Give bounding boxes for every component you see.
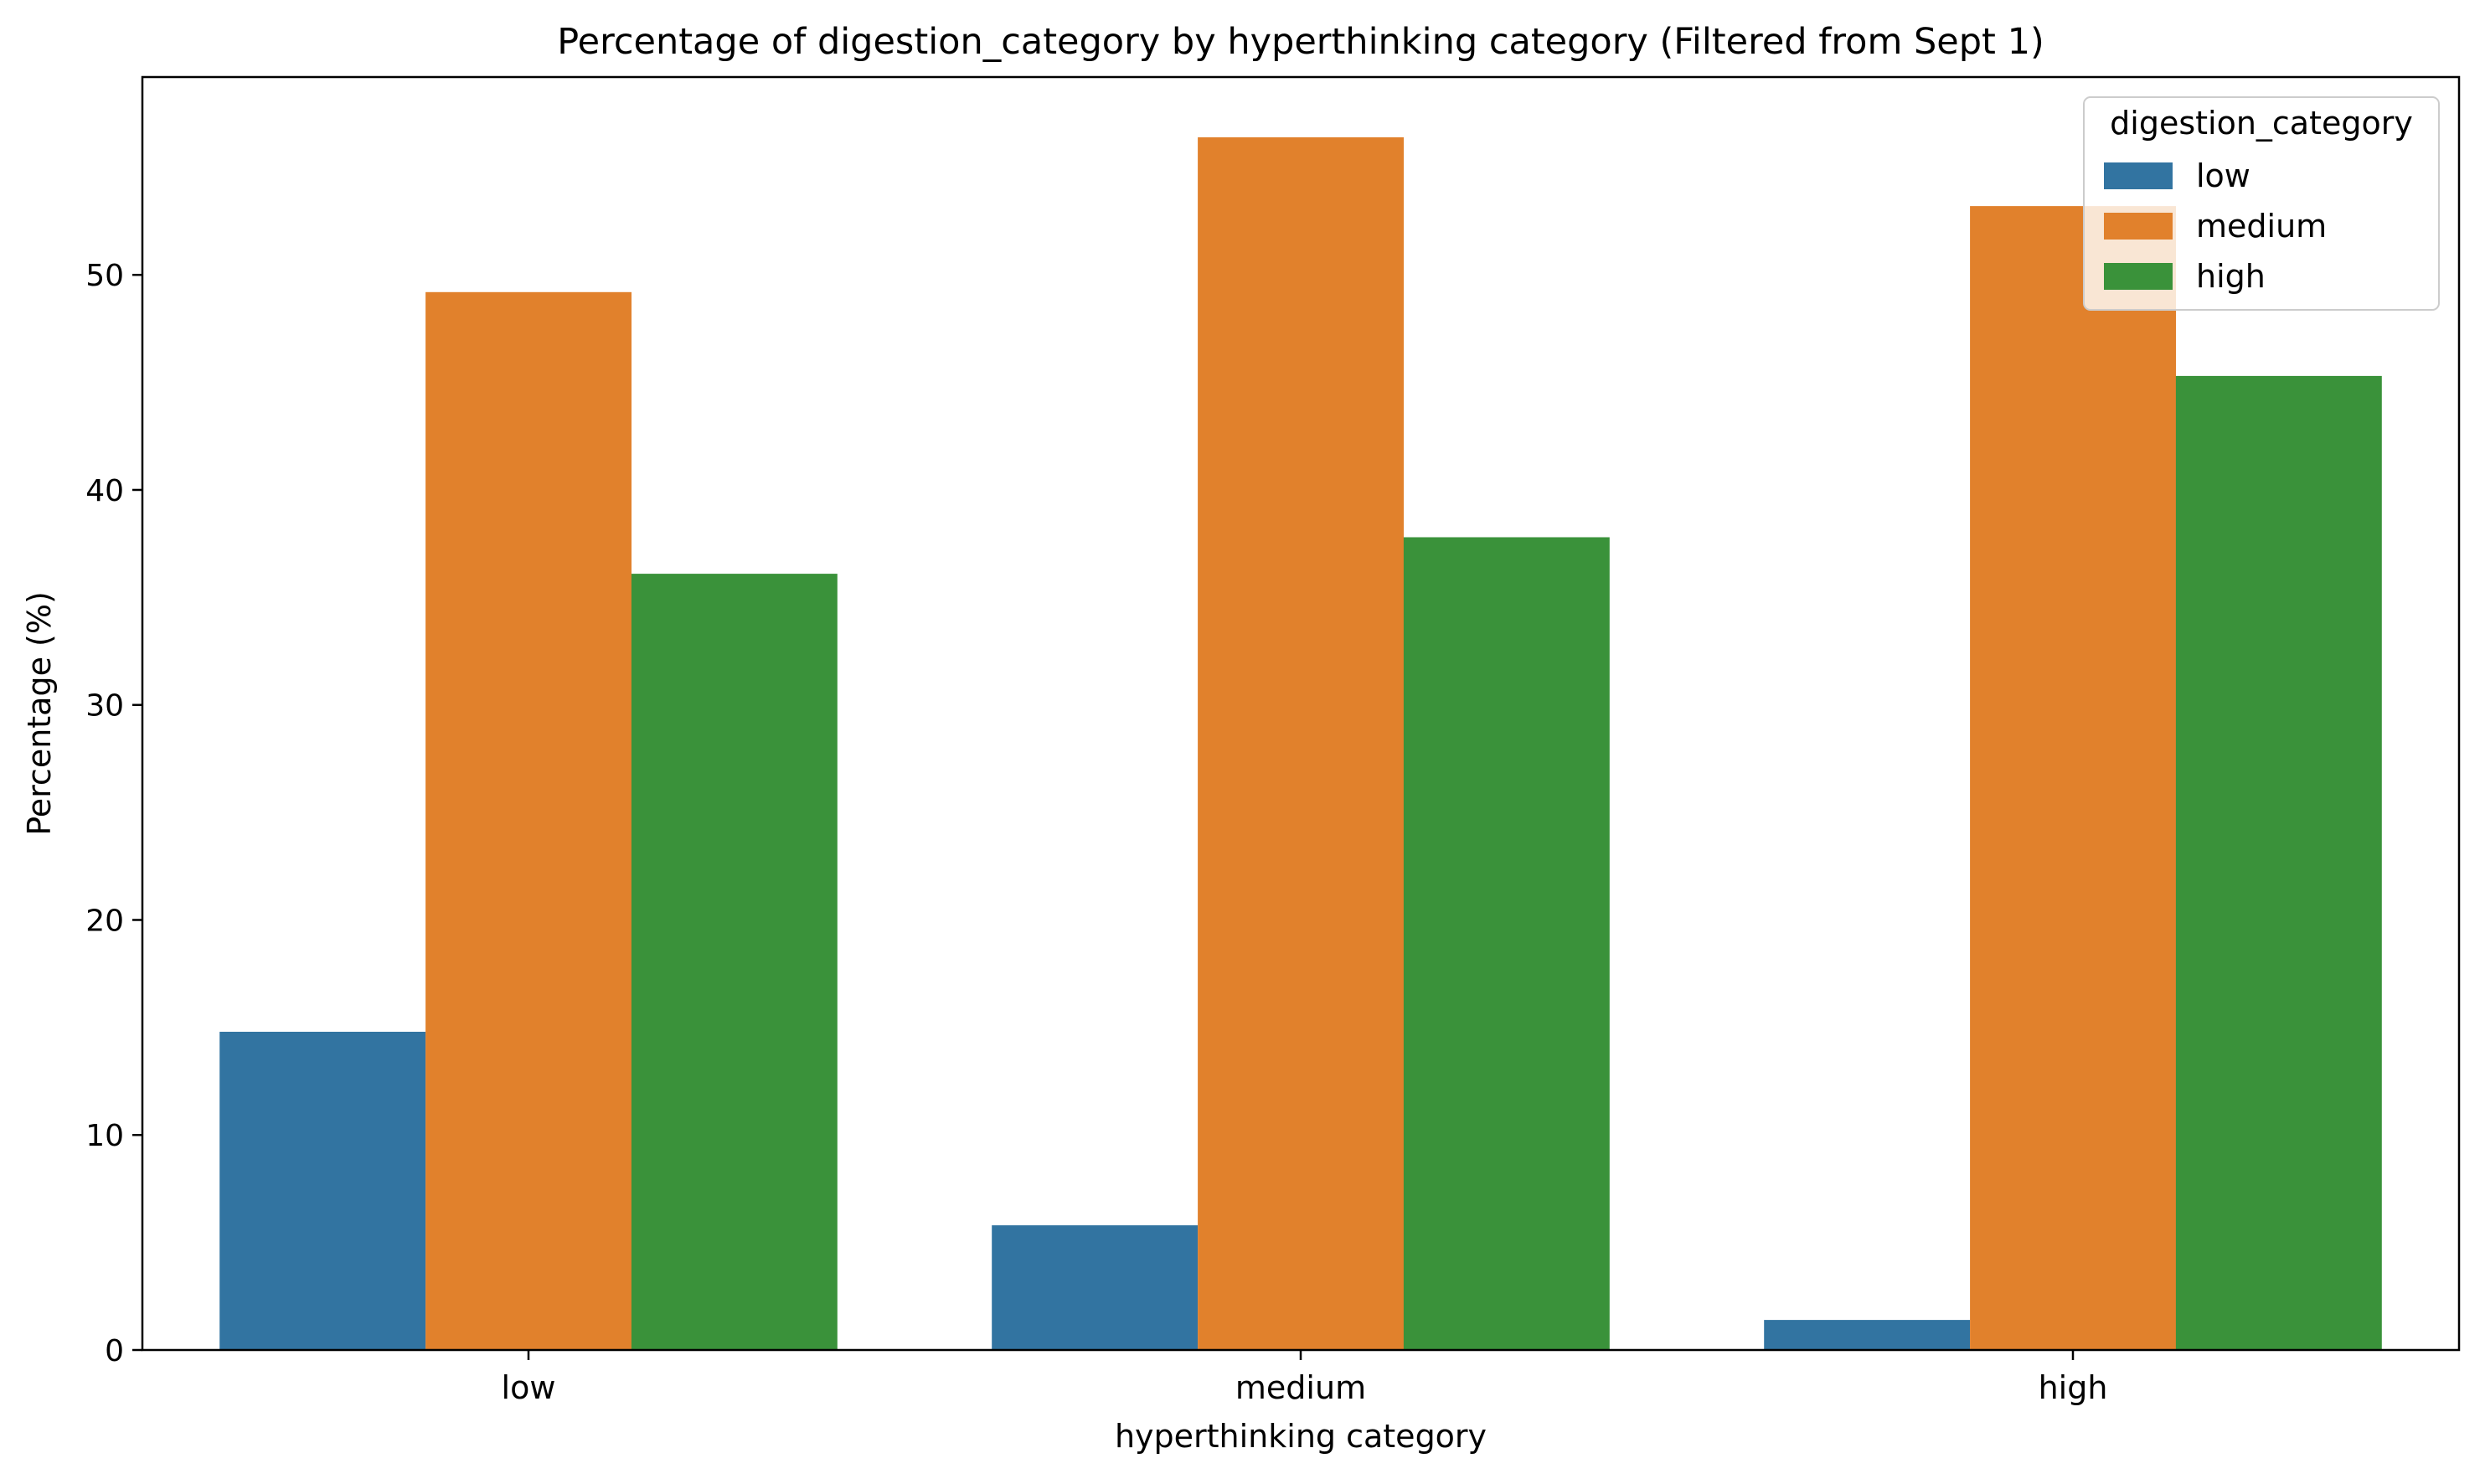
x-tick-label: medium — [1235, 1369, 1366, 1406]
x-tick-label: low — [502, 1369, 556, 1406]
bars-layer — [219, 137, 2382, 1351]
bar-high-medium — [1403, 537, 1610, 1350]
bar-low-medium — [992, 1225, 1199, 1350]
legend-box — [2083, 96, 2440, 311]
legend-label-medium: medium — [2196, 208, 2327, 245]
y-axis: 0 10 20 30 40 50 — [85, 259, 142, 1368]
bar-low-high — [1764, 1320, 1971, 1350]
legend-label-high: high — [2196, 258, 2266, 295]
bar-medium-low — [425, 291, 632, 1350]
bar-high-low — [631, 574, 838, 1350]
bar-medium-high — [1970, 206, 2176, 1351]
y-axis-label: Percentage (%) — [21, 591, 58, 836]
x-tick-label: high — [2039, 1369, 2108, 1406]
legend-swatch-medium — [2104, 213, 2173, 240]
y-tick-label: 50 — [85, 259, 124, 293]
legend-title: digestion_category — [2110, 105, 2413, 142]
legend: digestion_category low medium high — [2083, 96, 2440, 311]
bar-low-low — [219, 1032, 426, 1350]
bar-high-high — [2175, 375, 2382, 1350]
bar-medium-medium — [1198, 137, 1404, 1350]
x-axis: low medium high — [502, 1350, 2108, 1406]
chart-title: Percentage of digestion_category by hype… — [557, 21, 2044, 63]
y-tick-label: 0 — [105, 1334, 124, 1368]
legend-label-low: low — [2196, 157, 2250, 194]
legend-swatch-high — [2104, 263, 2173, 290]
legend-swatch-low — [2104, 162, 2173, 189]
x-axis-label: hyperthinking category — [1115, 1418, 1487, 1455]
y-tick-label: 40 — [85, 474, 124, 508]
y-tick-label: 20 — [85, 904, 124, 938]
y-tick-label: 10 — [85, 1119, 124, 1153]
y-tick-label: 30 — [85, 689, 124, 724]
